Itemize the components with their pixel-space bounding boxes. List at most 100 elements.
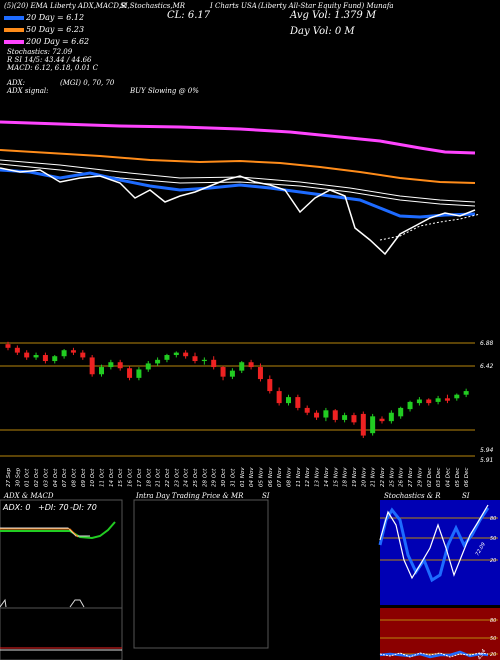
candle-body	[267, 379, 273, 392]
intraday-panel-frame	[133, 499, 269, 649]
legend-buy: BUY Slowing @ 0%	[130, 87, 199, 95]
candle-body	[426, 399, 432, 404]
diminus-value-text: -DI: 70	[70, 503, 97, 512]
x-tick-label: 15 Oct	[118, 468, 124, 487]
x-tick-label: 01 Oct	[25, 468, 31, 487]
day-volume: Day Vol: 0 M	[290, 26, 355, 37]
candle-body	[211, 359, 217, 368]
candle-body	[229, 370, 235, 377]
candle-body	[145, 363, 151, 370]
candle-body	[351, 415, 357, 423]
x-tick-label: 27 Sep	[6, 467, 12, 487]
legend-mfi: (MGI) 0, 70, 70	[60, 79, 115, 87]
level-label-2: 5.94	[480, 447, 494, 454]
candle-body	[136, 369, 142, 378]
x-tick-label: 19 Nov	[352, 467, 358, 487]
legend-macd: MACD: 6.12, 6.18, 0.01 C	[7, 64, 99, 72]
x-tick-label: 01 Nov	[240, 467, 246, 487]
adx-green-line	[0, 521, 116, 540]
legend-ema50: 50 Day = 6.23	[4, 25, 84, 34]
x-tick-label: 12 Nov	[305, 467, 311, 487]
candle-body	[276, 391, 282, 404]
candle-body	[342, 415, 348, 420]
candle-body	[220, 367, 226, 377]
candle-body	[295, 397, 301, 408]
x-tick-label: 06 Nov	[268, 467, 274, 487]
candle-body	[192, 356, 198, 362]
candle-body	[201, 359, 207, 362]
candle-body	[286, 397, 291, 404]
x-tick-label: 29 Oct	[212, 468, 218, 487]
candle-body	[33, 355, 39, 358]
candle-body	[24, 352, 30, 358]
header-line1-right: I Charts USA	[210, 2, 257, 10]
candle-body	[332, 410, 338, 420]
candle-body	[463, 391, 469, 395]
x-tick-label: 23 Oct	[174, 468, 180, 487]
x-tick-label: 09 Oct	[81, 468, 87, 487]
candle-body	[248, 362, 254, 368]
x-tick-label: 28 Oct	[202, 468, 208, 487]
candle-body	[370, 416, 376, 434]
intraday-panel-title: Intra Day Trading Price & MR	[136, 492, 244, 500]
candles-group	[5, 341, 469, 438]
candle-body	[444, 398, 450, 401]
x-tick-label: 22 Oct	[165, 468, 171, 487]
x-tick-label: 21 Oct	[156, 468, 162, 487]
stoch-tick-80: 80	[490, 516, 496, 522]
x-tick-label: 30 Sep	[15, 467, 21, 487]
x-tick-label: 02 Oct	[34, 468, 40, 487]
ema20-swatch	[4, 16, 24, 20]
x-tick-label: 08 Nov	[287, 467, 293, 487]
stoch-d-line	[379, 504, 489, 580]
level-label-1: 6.42	[480, 363, 494, 370]
x-tick-label: 17 Oct	[137, 468, 143, 487]
header-line1-left: (5)(20) EMA Liberty ADX,MACD,R	[4, 2, 127, 10]
x-tick-label: 03 Oct	[43, 468, 49, 487]
price-line	[0, 167, 476, 256]
legend-ema200: 200 Day = 6.62	[4, 37, 89, 46]
x-tick-label: 04 Oct	[53, 468, 59, 487]
ema50-line	[0, 149, 476, 184]
candle-body	[99, 367, 104, 375]
x-tick-label: 29 Nov	[417, 467, 423, 487]
candle-body	[379, 418, 385, 422]
candle-body	[42, 355, 48, 362]
x-tick-label: 21 Nov	[371, 467, 377, 487]
candle-body	[407, 401, 413, 410]
header-line1-mid: SI,Stochastics,MR	[120, 2, 186, 10]
x-tick-label: 07 Oct	[62, 468, 68, 487]
x-tick-label: 05 Nov	[258, 467, 264, 487]
candle-body	[416, 399, 422, 404]
candle-body	[70, 350, 76, 353]
candle-body	[454, 394, 460, 399]
x-tick-label: 25 Nov	[389, 467, 395, 487]
candle-body	[80, 352, 86, 358]
legend-adx-signal: ADX signal:	[7, 87, 49, 95]
intraday-si-label: SI	[262, 492, 270, 500]
legend-rsi: R SI 14/5: 43.44 / 44.66	[7, 56, 92, 64]
diplus-value-text: +DI: 70	[38, 503, 69, 512]
stoch-tick-20: 20	[490, 558, 496, 564]
stoch-panel-title: Stochastics & R	[384, 492, 441, 500]
signal-dotted-line	[379, 213, 481, 241]
ema200-swatch	[4, 40, 24, 44]
adx-value-text: ADX: 0	[2, 503, 30, 512]
x-tick-label: 02 Dec	[427, 468, 433, 487]
x-tick-label: 20 Nov	[361, 467, 367, 487]
candle-body	[5, 344, 11, 348]
level-label-3: 5.91	[480, 457, 493, 464]
candle-body	[304, 407, 310, 413]
candle-body	[89, 357, 95, 375]
stoch-si-label: SI	[462, 492, 470, 500]
candle-body	[173, 352, 179, 356]
ema200-line	[0, 120, 476, 155]
x-tick-label: 03 Dec	[436, 468, 442, 487]
close-price: CL: 6.17	[167, 10, 211, 21]
candle-body	[61, 350, 67, 357]
main-chart: 6.88 6.42 5.94 5.91 27 Sep 30 Sep 01 Oct 02…	[0, 120, 494, 487]
candle-body	[435, 398, 441, 402]
candle-body	[388, 412, 394, 422]
adx-orange-line	[0, 528, 79, 538]
x-tick-label: 25 Oct	[193, 468, 199, 487]
